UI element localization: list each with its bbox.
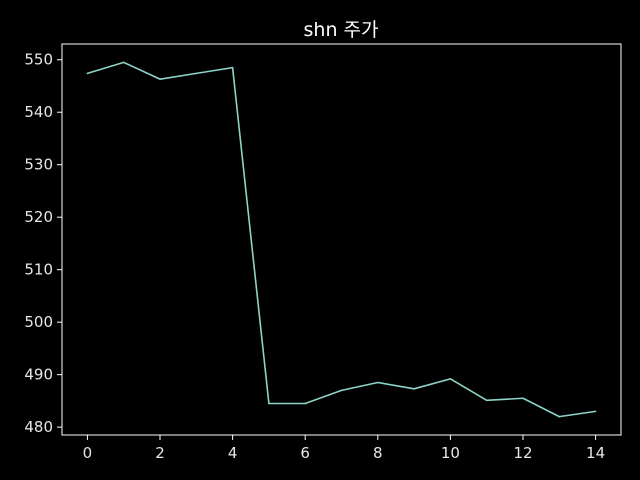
x-tick-label: 2: [155, 444, 165, 462]
data-point: [594, 410, 597, 413]
x-tick-label: 12: [513, 444, 532, 462]
y-tick-label: 550: [24, 51, 53, 69]
x-tick-label: 10: [441, 444, 460, 462]
y-tick-label: 500: [24, 313, 53, 331]
y-tick-label: 530: [24, 156, 53, 174]
data-point: [485, 399, 488, 402]
data-point: [304, 402, 307, 405]
data-point: [522, 397, 524, 400]
x-tick-label: 0: [83, 444, 93, 462]
data-point: [340, 389, 343, 392]
y-tick-label: 520: [24, 208, 53, 226]
chart-title: shn 주가: [304, 19, 379, 41]
plot-area: 0 2 4 6 8 10 12 14 480 490 500 510 520 530 540 550: [24, 43, 622, 462]
x-tick-label: 4: [228, 444, 238, 462]
y-tick-label: 540: [24, 103, 53, 121]
data-point: [449, 378, 452, 380]
y-tick-label: 490: [24, 366, 53, 384]
data-point: [86, 72, 89, 75]
data-point: [195, 72, 198, 75]
data-point: [376, 381, 379, 384]
y-tick-label: 510: [24, 261, 53, 279]
data-point: [413, 388, 415, 390]
x-tick-label: 6: [300, 444, 310, 462]
data-point: [122, 61, 125, 64]
data-point: [268, 402, 270, 405]
data-point: [159, 78, 161, 80]
x-tick-label: 14: [586, 444, 605, 462]
x-tick-label: 8: [373, 444, 383, 462]
y-tick-label: 480: [24, 418, 53, 436]
data-point: [231, 66, 234, 69]
axes-frame: [61, 43, 622, 436]
data-point: [558, 415, 561, 418]
